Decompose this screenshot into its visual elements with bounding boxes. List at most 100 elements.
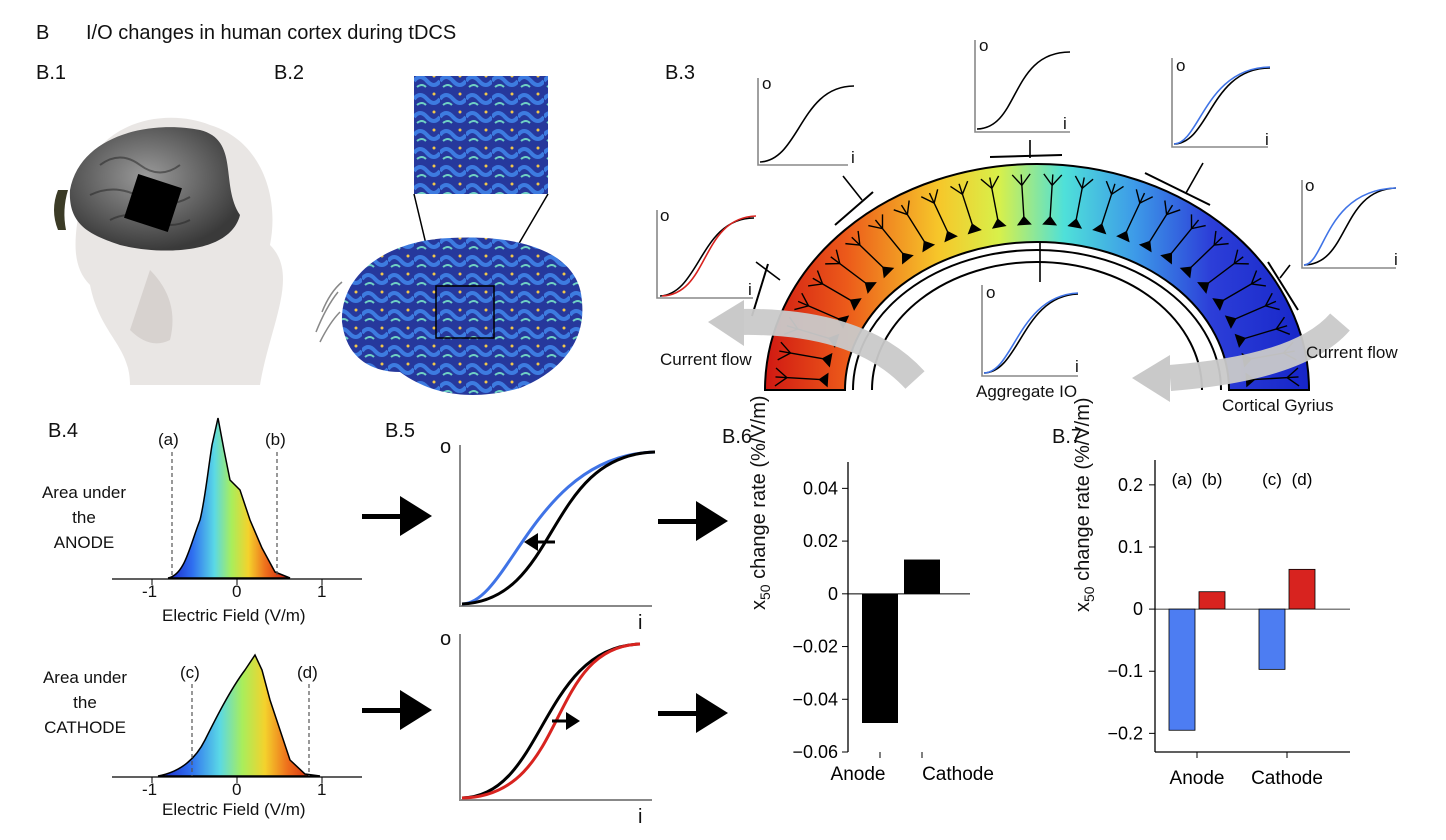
panel-label-b5: B.5: [385, 420, 416, 442]
zoom-box: [435, 285, 495, 339]
marker-c: (c): [180, 663, 200, 682]
b7-y-tick-label: −0.1: [1107, 661, 1143, 681]
figure-letter: B: [36, 22, 50, 44]
neuron-branch: [780, 341, 792, 354]
b6-y-tick-label: 0.02: [803, 531, 838, 551]
b7-y-tick-label: 0.1: [1118, 537, 1143, 557]
neuron-branch: [1233, 249, 1239, 264]
b3-axis-o-4: o: [1176, 56, 1186, 75]
neuron-branch: [845, 242, 860, 246]
neuron-branch: [893, 209, 908, 216]
neuron-soma: [1179, 266, 1192, 279]
neuron-branch: [1111, 185, 1124, 195]
b5-top-axis-o: o: [440, 436, 452, 458]
neuron-branch: [1251, 283, 1266, 287]
b3-axis-o-3: o: [979, 36, 989, 55]
neuron-branch: [1021, 173, 1031, 186]
neuron-branch: [808, 283, 823, 287]
neuron-branch: [1081, 178, 1094, 189]
neuron-soma: [1234, 333, 1247, 348]
b6-y-tick-label: −0.06: [792, 742, 838, 762]
flow-arrows: [362, 496, 728, 733]
marker-d: (d): [297, 663, 318, 682]
neuron-branch: [835, 249, 841, 264]
neuron-branch: [1264, 292, 1273, 307]
neuron-branch: [868, 224, 883, 230]
neuron-soma: [818, 372, 829, 388]
brain-field-map: [315, 76, 583, 395]
figure-title: I/O changes in human cortex during tDCS: [86, 22, 457, 44]
b7-x-tick-label: Cathode: [1251, 768, 1323, 789]
b7-y-tick-label: 0.2: [1118, 475, 1143, 495]
b7-bar-label: (d): [1292, 470, 1313, 489]
neuron-soma: [944, 230, 958, 243]
cathode-area-label: Area under the CATHODE: [42, 668, 128, 737]
current-flow-right-label: Current flow: [1306, 343, 1398, 362]
b5-bottom-plot: [459, 634, 652, 801]
b4-bottom-tick-1: 1: [317, 780, 327, 799]
b6-y-tick-label: 0.04: [803, 478, 838, 498]
neuron-branch: [1275, 328, 1291, 335]
b3-axis-i-3: i: [1063, 114, 1067, 133]
b6-y-tick-label: 0: [828, 584, 838, 604]
neuron-soma: [991, 218, 1007, 229]
neuron-soma: [1116, 230, 1130, 243]
neuron-branch: [950, 185, 963, 195]
b7-bar-label: (c): [1262, 470, 1282, 489]
neuron-soma: [849, 298, 862, 311]
neuron-soma: [864, 282, 877, 294]
neuron-soma: [922, 240, 936, 253]
b5-top-axis-i: i: [638, 612, 643, 634]
neuron-branch: [1051, 174, 1063, 186]
b6-x-tick-label: Cathode: [922, 764, 994, 785]
zoom-inset: [414, 76, 548, 194]
b3-axis-o-2: o: [762, 74, 772, 93]
neuron-branch: [1265, 305, 1280, 311]
b6-ylabel: x50 change rate (%/V/m): [748, 395, 773, 610]
neuron-branch: [857, 230, 861, 246]
b7-bar-anode-1: [1198, 591, 1226, 610]
neuron-branch: [775, 367, 788, 379]
b7-bar-label: (a): [1172, 470, 1193, 489]
b3-axis-o-1: o: [660, 206, 670, 225]
b3-axis-i-6: i: [1075, 357, 1079, 376]
neuron-branch: [1074, 175, 1083, 189]
b7-ylabel: x50 change rate (%/V/m): [1072, 397, 1097, 612]
b6-bar-anode: [862, 593, 898, 723]
neuron-soma: [1224, 315, 1237, 329]
neuron-soma: [1016, 215, 1032, 226]
neuron-branch: [991, 175, 1000, 189]
b3-axis-o-5: o: [1305, 176, 1315, 195]
b4-top-xlabel: Electric Field (V/m): [162, 606, 306, 625]
b6-x-tick-label: Anode: [831, 764, 886, 785]
current-flow-left-label: Current flow: [660, 350, 752, 369]
neuron-branch: [961, 180, 969, 195]
neuron-branch: [1166, 209, 1181, 216]
neuron-branch: [1164, 200, 1168, 215]
marker-a: (a): [158, 430, 179, 449]
neuron-soma: [1042, 215, 1058, 226]
neuron-soma: [1160, 252, 1173, 265]
b4-top-tick-neg1: -1: [142, 582, 158, 601]
neuron-branch: [1139, 196, 1154, 204]
neuron-branch: [1250, 270, 1258, 285]
b5-bottom-axis-i: i: [638, 806, 643, 828]
head-illustration: [54, 117, 283, 385]
b5-top-plot: [459, 445, 656, 607]
b4-bottom-tick-0: 0: [232, 780, 242, 799]
neuron-branch: [794, 305, 809, 311]
b7-bar-label: (b): [1202, 470, 1223, 489]
neuron-branch: [906, 200, 910, 215]
neuron-soma: [901, 252, 914, 265]
b6-y-tick-label: −0.04: [792, 689, 838, 709]
b6-bar-cathode: [904, 559, 940, 594]
b6-y-tick-label: −0.02: [792, 637, 838, 657]
neuron-branch: [1286, 367, 1299, 379]
neuron-branch: [777, 352, 791, 361]
neuron-branch: [1105, 180, 1113, 195]
neuron-soma: [882, 266, 895, 279]
